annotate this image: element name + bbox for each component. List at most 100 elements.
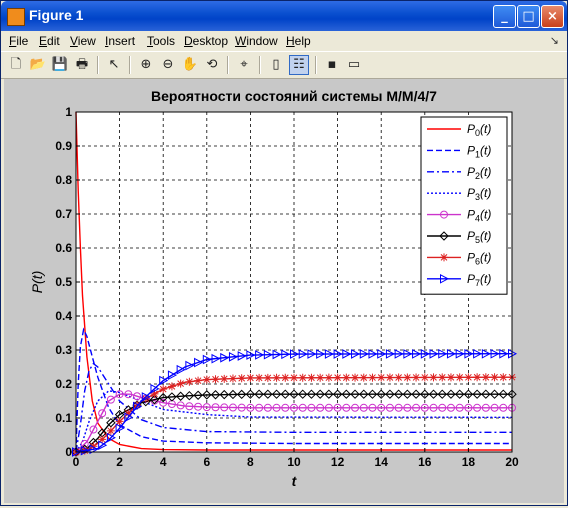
- x-axis-label: t: [292, 473, 298, 489]
- legend-box[interactable]: [420, 116, 508, 295]
- close-button[interactable]: ×: [541, 5, 564, 28]
- series-marker-p4: [481, 403, 490, 412]
- menu-bar: File Edit View Insert Tools Desktop Wind…: [1, 31, 567, 51]
- series-marker-p4: [89, 425, 98, 434]
- print-icon[interactable]: 🖶: [75, 57, 89, 72]
- pointer-icon[interactable]: ↖: [108, 57, 120, 72]
- series-marker-p7: [141, 392, 151, 402]
- series-marker-p4: [106, 395, 115, 404]
- series-marker-p5: [306, 389, 317, 399]
- series-marker-p6: [307, 373, 316, 382]
- series-marker-p6: [150, 389, 159, 398]
- series-marker-p4: [176, 401, 185, 410]
- series-marker-p4: [499, 403, 508, 412]
- series-marker-p7: [272, 349, 282, 360]
- series-marker-p7: [237, 351, 247, 361]
- series-marker-p5: [149, 394, 160, 405]
- chart-title: Вероятности состояний системы M/M/4/7: [151, 88, 437, 104]
- series-marker-p7: [176, 364, 186, 375]
- hide-tools-icon[interactable]: ▪: [327, 57, 337, 72]
- series-marker-p4: [115, 390, 124, 399]
- series-marker-p4: [159, 398, 168, 407]
- figure-canvas: Вероятности состояний системы M/M/4/7 0 2…: [4, 79, 564, 503]
- series-marker-p6: [342, 373, 351, 382]
- series-marker-p7: [150, 383, 160, 394]
- series-marker-p7: [490, 348, 500, 359]
- colorbar-icon[interactable]: ▯: [272, 57, 280, 72]
- series-marker-p5: [428, 389, 439, 399]
- series-marker-p5: [202, 390, 212, 400]
- minimize-button[interactable]: _: [493, 5, 516, 28]
- series-marker-p4: [394, 403, 403, 412]
- series-marker-p5: [446, 389, 456, 399]
- series-marker-p7: [106, 432, 116, 443]
- plot-svg[interactable]: Вероятности состояний системы M/M/4/7 0 2…: [4, 79, 564, 503]
- x-tick-label: 10: [287, 455, 301, 469]
- series-marker-p4: [194, 402, 203, 411]
- menu-file[interactable]: File: [9, 34, 29, 48]
- zoom-in-icon[interactable]: ⊕: [140, 57, 152, 72]
- series-marker-p6: [115, 417, 124, 426]
- series-marker-p5: [437, 389, 447, 399]
- maximize-button[interactable]: □: [517, 5, 540, 28]
- new-file-icon[interactable]: 🗋: [10, 57, 22, 72]
- legend-icon[interactable]: ☷: [289, 55, 309, 75]
- series-marker-p4: [385, 403, 394, 412]
- open-folder-icon[interactable]: 📂: [29, 57, 47, 72]
- series-marker-p4: [185, 402, 194, 411]
- y-tick-label: 0: [65, 445, 72, 459]
- zoom-out-icon[interactable]: ⊖: [162, 57, 174, 72]
- x-tick-label: 20: [505, 455, 519, 469]
- series-line-p4: [75, 393, 512, 453]
- series-marker-p4: [316, 403, 325, 412]
- series-marker-p7: [298, 349, 308, 359]
- series-marker-p5: [324, 389, 334, 399]
- series-marker-p4: [246, 403, 255, 412]
- series-marker-p6: [272, 373, 281, 382]
- series-marker-p7: [446, 349, 457, 359]
- menu-view[interactable]: View: [70, 34, 96, 48]
- series-marker-p7: [89, 444, 99, 455]
- series-marker-p4: [307, 403, 316, 412]
- series-marker-p7: [194, 357, 204, 368]
- series-marker-p6: [420, 373, 429, 382]
- toolbar-separator: [227, 56, 229, 74]
- show-tools-icon[interactable]: ▭: [347, 57, 361, 72]
- series-marker-p6: [368, 373, 377, 382]
- series-marker-p5: [106, 418, 116, 428]
- series-marker-p6: [359, 373, 368, 382]
- menu-help[interactable]: Help: [286, 34, 311, 48]
- rotate-3d-icon[interactable]: ⟲: [206, 57, 218, 72]
- series-marker-p5: [219, 389, 229, 400]
- series-marker-p7: [290, 349, 300, 359]
- series-marker-p5: [280, 389, 290, 399]
- save-icon[interactable]: 💾: [51, 57, 69, 72]
- series-marker-p5: [236, 389, 247, 400]
- series-marker-p6: [133, 401, 142, 410]
- series-marker-p6: [438, 373, 447, 382]
- x-tick-label: 0: [73, 455, 80, 469]
- title-bar[interactable]: Figure 1 _ □ ×: [1, 1, 567, 31]
- series-marker-p6: [298, 373, 307, 382]
- legend-label-p1: P1(t): [467, 143, 491, 159]
- series-marker-p7: [133, 401, 143, 412]
- series-marker-p5: [228, 389, 238, 400]
- menu-window[interactable]: Window: [235, 34, 278, 48]
- menu-desktop[interactable]: Desktop: [184, 34, 229, 48]
- series-marker-p6: [167, 382, 176, 391]
- series-marker-p7: [80, 445, 90, 456]
- series-marker-p5: [254, 389, 264, 399]
- data-cursor-icon[interactable]: ⌖: [240, 57, 248, 72]
- pan-hand-icon[interactable]: ✋: [181, 57, 199, 72]
- dock-arrow-icon[interactable]: ↘: [549, 35, 559, 47]
- series-marker-p5: [376, 389, 386, 399]
- toolbar-separator: [259, 56, 261, 74]
- series-marker-p4: [464, 403, 473, 412]
- menu-insert[interactable]: Insert: [105, 34, 136, 48]
- series-marker-p5: [210, 390, 221, 400]
- y-tick-label: 0.1: [55, 411, 72, 425]
- menu-tools[interactable]: Tools: [147, 34, 176, 48]
- series-marker-p4: [368, 403, 377, 412]
- series-marker-p6: [394, 373, 403, 382]
- menu-edit[interactable]: Edit: [39, 34, 60, 48]
